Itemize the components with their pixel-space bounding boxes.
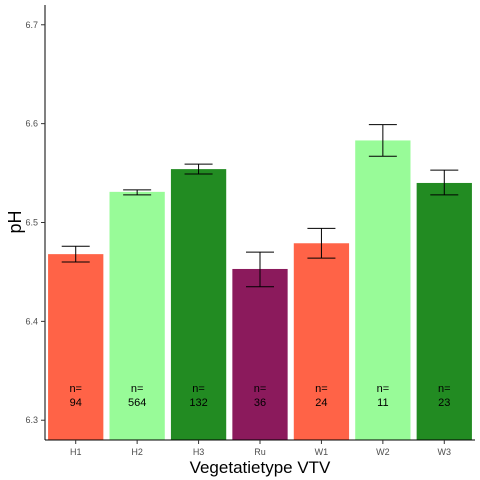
x-tick-label: H1: [70, 447, 82, 457]
bars-layer: [48, 140, 472, 441]
bar-w2: [355, 140, 411, 440]
x-ticks-layer: H1 H2 H3 Ru W1 W2 W3: [70, 440, 451, 457]
n-prefix-label: n=: [254, 383, 267, 395]
bar-w3: [416, 182, 472, 441]
y-tick-label: 6.6: [25, 119, 38, 129]
n-prefix-label: n=: [438, 383, 451, 395]
n-value-label: 564: [128, 397, 146, 409]
y-tick-label: 6.7: [25, 20, 38, 30]
n-value-label: 24: [315, 397, 327, 409]
n-value-label: 94: [70, 397, 82, 409]
x-tick-label: W1: [315, 447, 329, 457]
bar-w1: [293, 243, 350, 440]
errorbars-layer: [61, 124, 459, 288]
bar-ru: [232, 268, 288, 440]
bar-h1: [48, 254, 104, 440]
x-tick-label: H3: [193, 447, 205, 457]
n-prefix-label: n=: [377, 383, 390, 395]
x-tick-label: W2: [376, 447, 390, 457]
y-tick-label: 6.4: [25, 316, 38, 326]
x-tick-label: Ru: [254, 447, 266, 457]
n-prefix-label: n=: [315, 383, 328, 395]
y-tick-label: 6.5: [25, 218, 38, 228]
y-tick-label: 6.3: [25, 415, 38, 425]
x-tick-label: H2: [131, 447, 143, 457]
n-value-label: 36: [254, 397, 266, 409]
n-labels-layer: n= 94 n= 564 n= 132 n= 36 n= 24 n= 11 n= 23: [69, 383, 450, 409]
y-axis-label: pH: [5, 210, 25, 233]
y-ticks-layer: 6.3 6.4 6.5 6.6 6.7: [25, 20, 45, 425]
n-value-label: 11: [377, 397, 388, 409]
bar-h3: [170, 169, 227, 440]
x-axis-label: Vegetatietype VTV: [190, 458, 331, 477]
n-prefix-label: n=: [69, 383, 82, 395]
n-prefix-label: n=: [192, 383, 205, 395]
n-value-label: 132: [189, 397, 207, 409]
n-value-label: 23: [438, 397, 450, 409]
n-prefix-label: n=: [131, 383, 144, 395]
x-tick-label: W3: [438, 447, 452, 457]
bar-h2: [109, 191, 165, 440]
